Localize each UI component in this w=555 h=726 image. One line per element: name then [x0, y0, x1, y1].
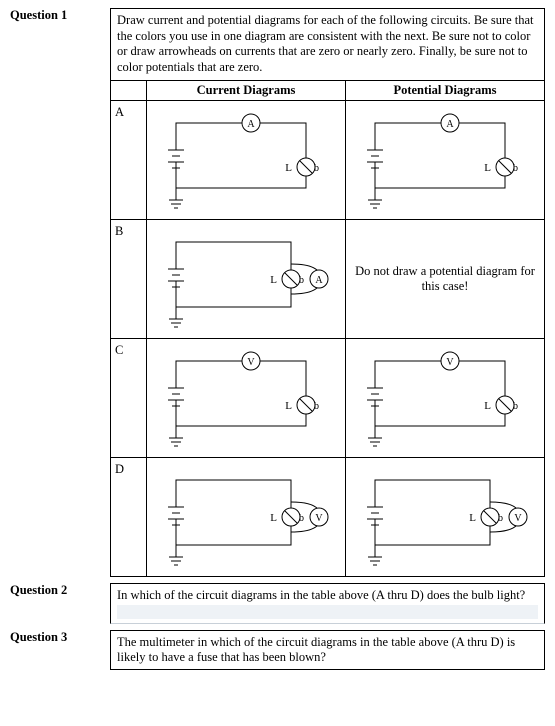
circuit-d-potential: L b V — [346, 457, 545, 576]
col-potential: Potential Diagrams — [346, 80, 545, 100]
svg-text:L: L — [469, 512, 476, 524]
svg-text:V: V — [247, 357, 255, 368]
circuit-c-current: V L b — [147, 338, 346, 457]
circuit-a-potential: A L b — [346, 100, 545, 219]
svg-text:L: L — [484, 162, 491, 174]
svg-text:L: L — [285, 400, 292, 412]
q1-label: Question 1 — [10, 8, 67, 22]
q1-table: Draw current and potential diagrams for … — [110, 8, 545, 577]
svg-text:L: L — [270, 512, 277, 524]
row-d-label: D — [111, 457, 147, 576]
svg-text:A: A — [446, 119, 454, 130]
q2-label: Question 2 — [10, 583, 67, 597]
row-b-note: Do not draw a potential diagram for this… — [346, 219, 545, 338]
circuit-b-current: L b A — [147, 219, 346, 338]
circuit-d-current: L b V — [147, 457, 346, 576]
svg-text:b: b — [498, 513, 503, 524]
q3-text: The multimeter in which of the circuit d… — [110, 630, 545, 670]
svg-text:V: V — [514, 513, 522, 524]
svg-text:L: L — [270, 274, 277, 286]
row-b-label: B — [111, 219, 147, 338]
row-a-label: A — [111, 100, 147, 219]
svg-text:A: A — [247, 119, 255, 130]
svg-text:V: V — [446, 357, 454, 368]
svg-text:b: b — [299, 513, 304, 524]
svg-text:L: L — [285, 162, 292, 174]
col-current: Current Diagrams — [147, 80, 346, 100]
svg-text:b: b — [299, 275, 304, 286]
svg-text:L: L — [484, 400, 491, 412]
q1-instructions: Draw current and potential diagrams for … — [111, 9, 545, 81]
row-c-label: C — [111, 338, 147, 457]
circuit-a-current: A L b — [147, 100, 346, 219]
svg-text:b: b — [314, 163, 319, 174]
svg-text:A: A — [315, 275, 323, 286]
q2-answer-area — [117, 605, 538, 619]
svg-text:b: b — [314, 401, 319, 412]
q2-text: In which of the circuit diagrams in the … — [117, 588, 538, 603]
q3-label: Question 3 — [10, 630, 67, 644]
svg-text:b: b — [513, 163, 518, 174]
svg-text:V: V — [315, 513, 323, 524]
circuit-c-potential: V L b — [346, 338, 545, 457]
svg-text:b: b — [513, 401, 518, 412]
